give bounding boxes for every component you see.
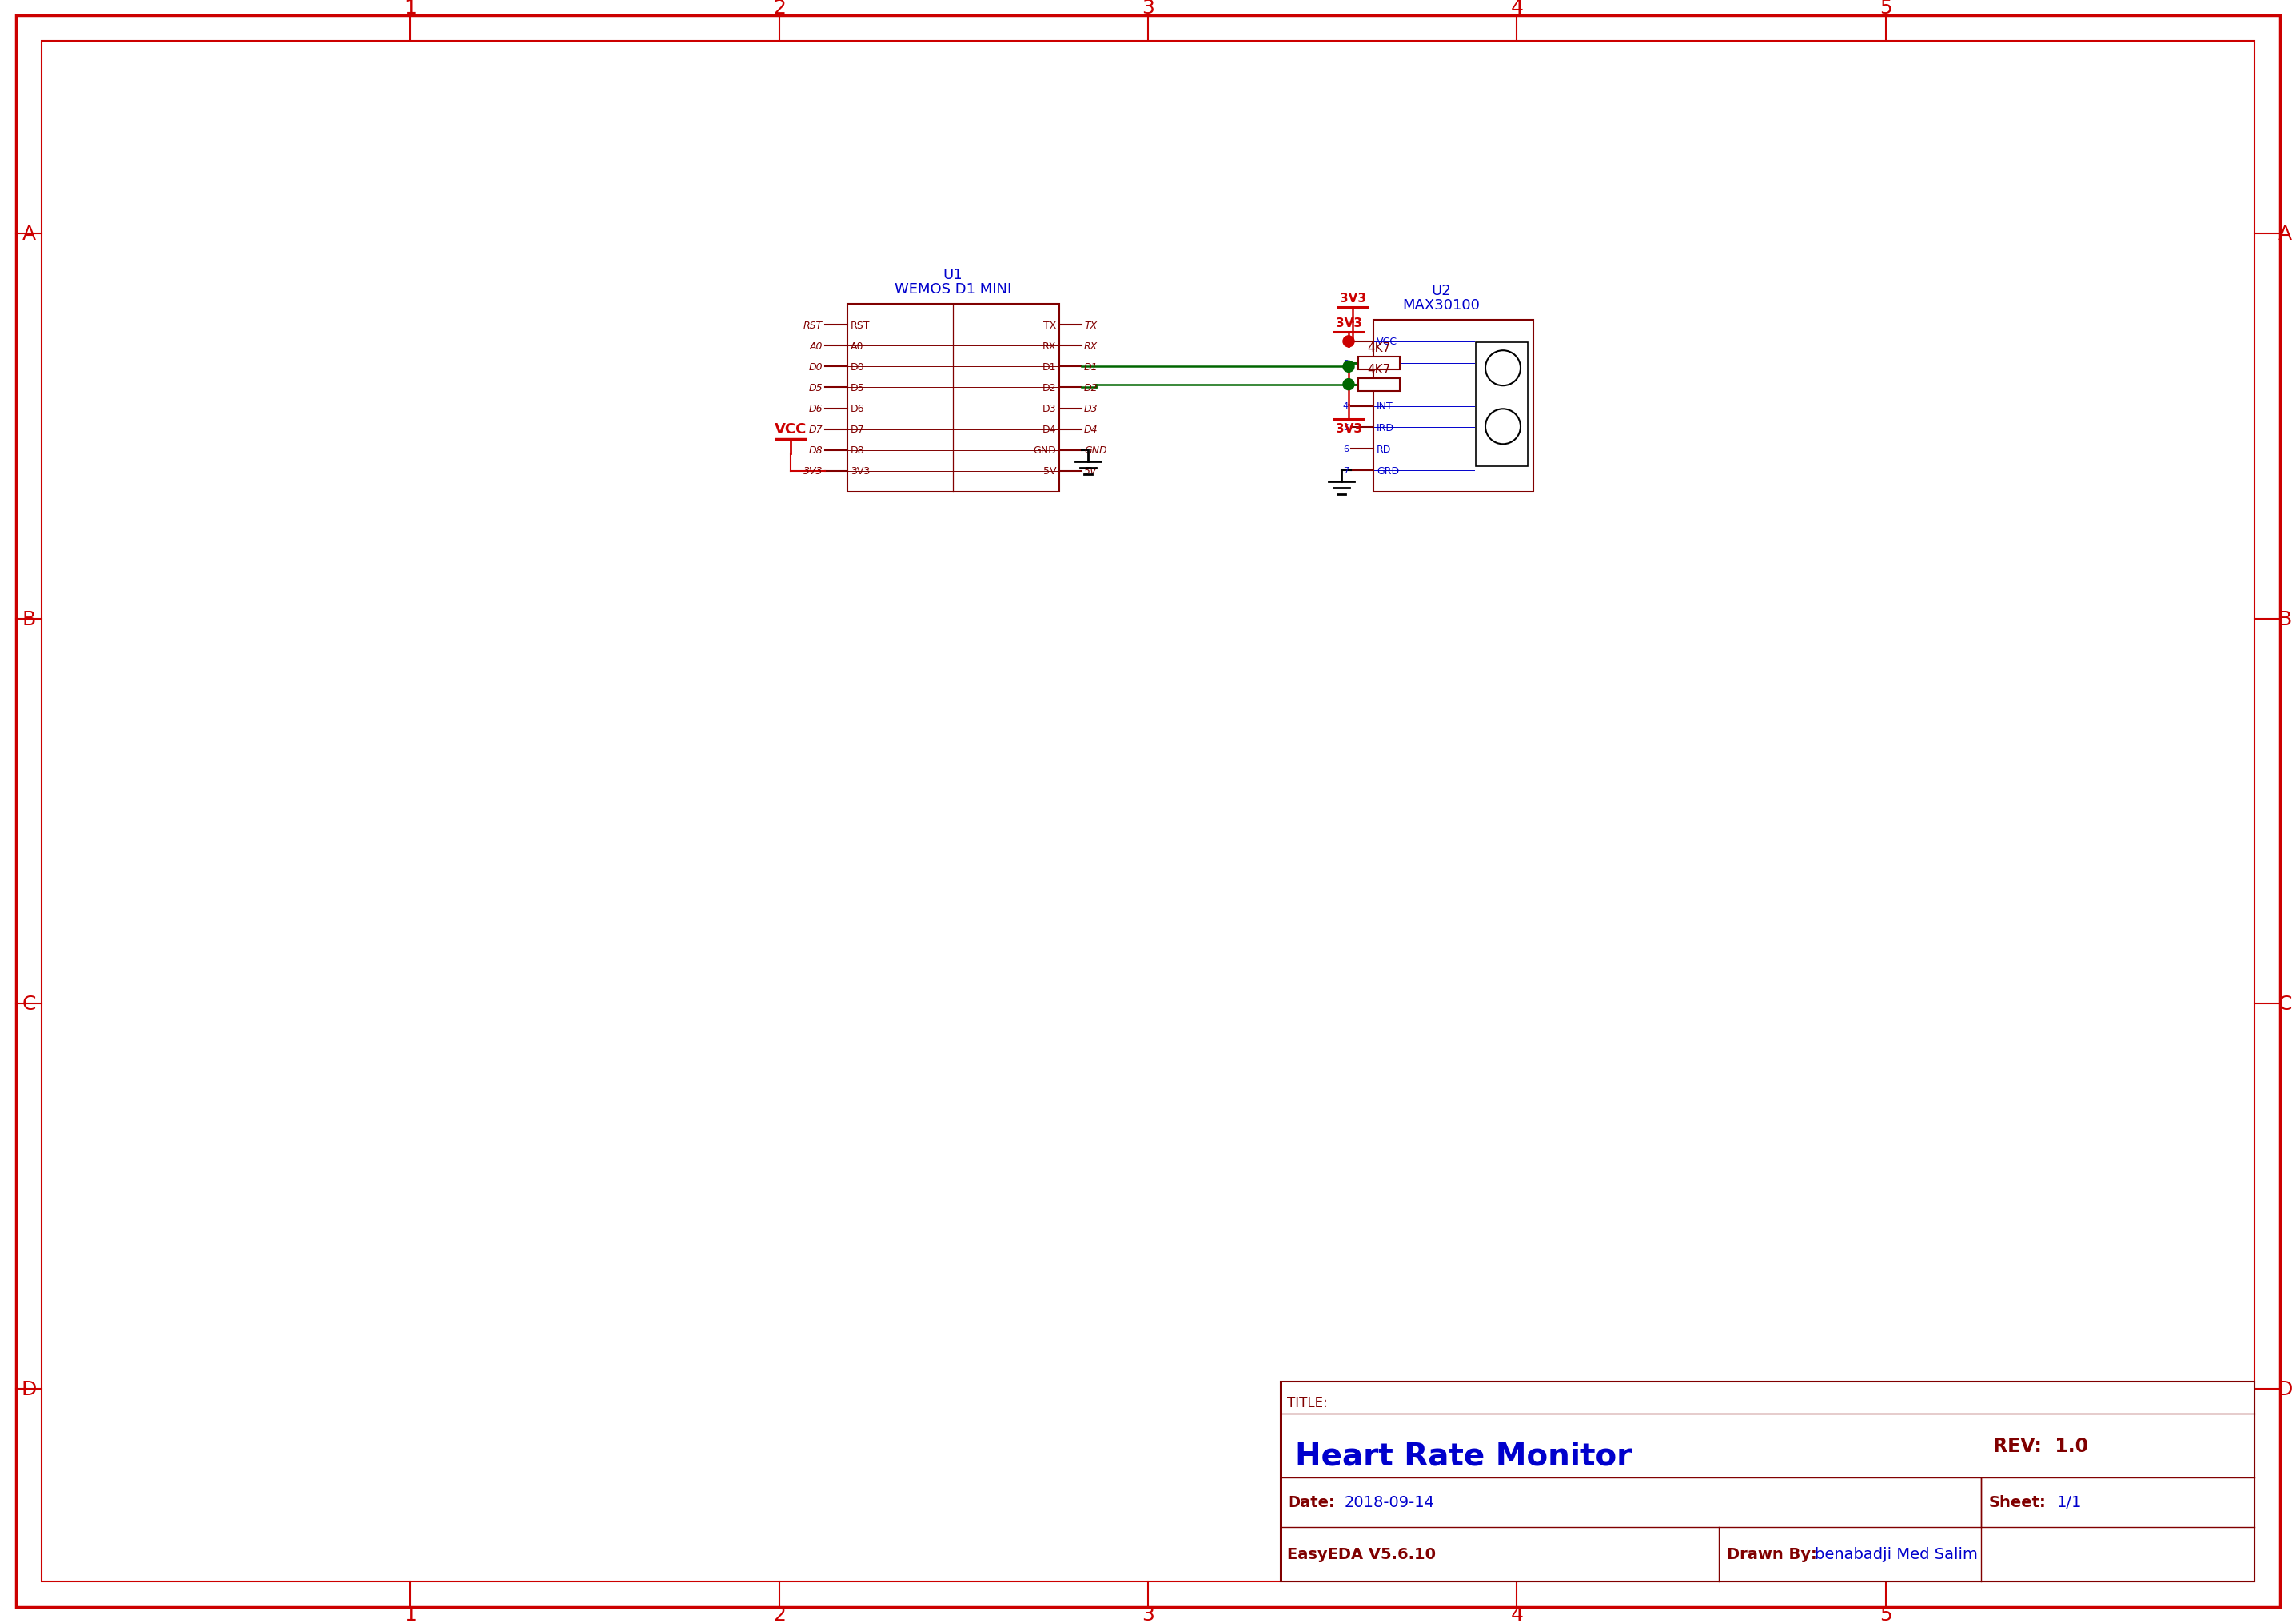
Circle shape <box>1343 362 1355 373</box>
Text: 3V3: 3V3 <box>1336 422 1362 435</box>
Text: RX: RX <box>1084 341 1097 352</box>
Text: 3: 3 <box>1141 1605 1155 1623</box>
Text: benabadji Med Salim: benabadji Med Salim <box>1814 1547 1977 1561</box>
Text: WEMOS D1 MINI: WEMOS D1 MINI <box>895 282 1013 297</box>
Text: U1: U1 <box>944 268 962 282</box>
Text: D3: D3 <box>1042 404 1056 414</box>
Text: D4: D4 <box>1084 425 1097 435</box>
Text: D2: D2 <box>1042 383 1056 393</box>
Text: 5V: 5V <box>1042 466 1056 477</box>
Bar <box>1373 320 1534 492</box>
Text: D1: D1 <box>1042 362 1056 372</box>
Text: RX: RX <box>1042 341 1056 352</box>
Text: VCC: VCC <box>774 422 806 437</box>
Text: Sheet:: Sheet: <box>1988 1495 2046 1509</box>
Bar <box>847 305 1058 492</box>
Bar <box>1359 378 1401 391</box>
Text: 2018-09-14: 2018-09-14 <box>1345 1495 1435 1509</box>
Text: 4: 4 <box>1343 403 1348 411</box>
Bar <box>1359 357 1401 370</box>
Text: 5: 5 <box>1880 1605 1892 1623</box>
Text: D7: D7 <box>808 425 822 435</box>
Bar <box>1281 1381 2255 1581</box>
Text: SCL: SCL <box>1378 359 1396 368</box>
Text: 1: 1 <box>1343 338 1348 346</box>
Text: D0: D0 <box>850 362 866 372</box>
Text: 4K7: 4K7 <box>1368 342 1391 354</box>
Text: A0: A0 <box>810 341 822 352</box>
Bar <box>1476 342 1527 466</box>
Text: 5V: 5V <box>1084 466 1097 477</box>
Text: REV:  1.0: REV: 1.0 <box>1993 1436 2089 1456</box>
Text: D6: D6 <box>850 404 866 414</box>
Text: RST: RST <box>804 320 822 331</box>
Text: 5: 5 <box>1343 424 1348 432</box>
Text: 1/1: 1/1 <box>2057 1495 2082 1509</box>
Text: 1: 1 <box>404 0 418 18</box>
Text: GRD: GRD <box>1378 466 1398 476</box>
Text: D8: D8 <box>850 445 866 456</box>
Text: TX: TX <box>1084 320 1097 331</box>
Text: A: A <box>2278 224 2291 243</box>
Text: SDA: SDA <box>1378 380 1398 390</box>
Circle shape <box>1343 380 1355 391</box>
Text: 2: 2 <box>774 1605 785 1623</box>
Text: D2: D2 <box>1084 383 1097 393</box>
Text: VCC: VCC <box>1378 336 1398 347</box>
Text: INT: INT <box>1378 401 1394 412</box>
Text: B: B <box>23 609 37 628</box>
Text: RST: RST <box>850 320 870 331</box>
Text: GND: GND <box>1084 445 1107 456</box>
Text: EasyEDA V5.6.10: EasyEDA V5.6.10 <box>1288 1547 1435 1561</box>
Text: A0: A0 <box>850 341 863 352</box>
Text: A: A <box>23 224 37 243</box>
Text: 6: 6 <box>1343 445 1348 453</box>
Text: 3V3: 3V3 <box>1339 292 1366 305</box>
Text: C: C <box>23 995 37 1014</box>
Text: D8: D8 <box>808 445 822 456</box>
Text: D7: D7 <box>850 425 866 435</box>
Text: 4: 4 <box>1511 1605 1522 1623</box>
Text: Heart Rate Monitor: Heart Rate Monitor <box>1295 1441 1632 1470</box>
Text: 4: 4 <box>1511 0 1522 18</box>
Text: D3: D3 <box>1084 404 1097 414</box>
Text: 2: 2 <box>1343 359 1348 367</box>
Text: 3: 3 <box>1343 381 1348 390</box>
Text: Date:: Date: <box>1288 1495 1334 1509</box>
Text: GND: GND <box>1033 445 1056 456</box>
Text: D: D <box>21 1380 37 1399</box>
Text: 3: 3 <box>1141 0 1155 18</box>
Text: C: C <box>2278 995 2291 1014</box>
Text: 2: 2 <box>774 0 785 18</box>
Text: MAX30100: MAX30100 <box>1403 299 1481 313</box>
Text: 3V3: 3V3 <box>804 466 822 477</box>
Text: B: B <box>2278 609 2291 628</box>
Text: D5: D5 <box>850 383 866 393</box>
Text: 3V3: 3V3 <box>1336 318 1362 329</box>
Text: Drawn By:: Drawn By: <box>1727 1547 1816 1561</box>
Text: D4: D4 <box>1042 425 1056 435</box>
Text: D5: D5 <box>808 383 822 393</box>
Text: 7: 7 <box>1343 467 1348 476</box>
Text: 1: 1 <box>404 1605 418 1623</box>
Text: IRD: IRD <box>1378 422 1394 433</box>
Text: D1: D1 <box>1084 362 1097 372</box>
Text: D: D <box>2278 1380 2291 1399</box>
Text: 3V3: 3V3 <box>850 466 870 477</box>
Text: TITLE:: TITLE: <box>1288 1396 1327 1410</box>
Text: TX: TX <box>1042 320 1056 331</box>
Text: D0: D0 <box>808 362 822 372</box>
Circle shape <box>1343 336 1355 347</box>
Text: D6: D6 <box>808 404 822 414</box>
Text: U2: U2 <box>1430 284 1451 299</box>
Text: RD: RD <box>1378 445 1391 454</box>
Text: 4K7: 4K7 <box>1368 364 1391 375</box>
Text: 5: 5 <box>1880 0 1892 18</box>
